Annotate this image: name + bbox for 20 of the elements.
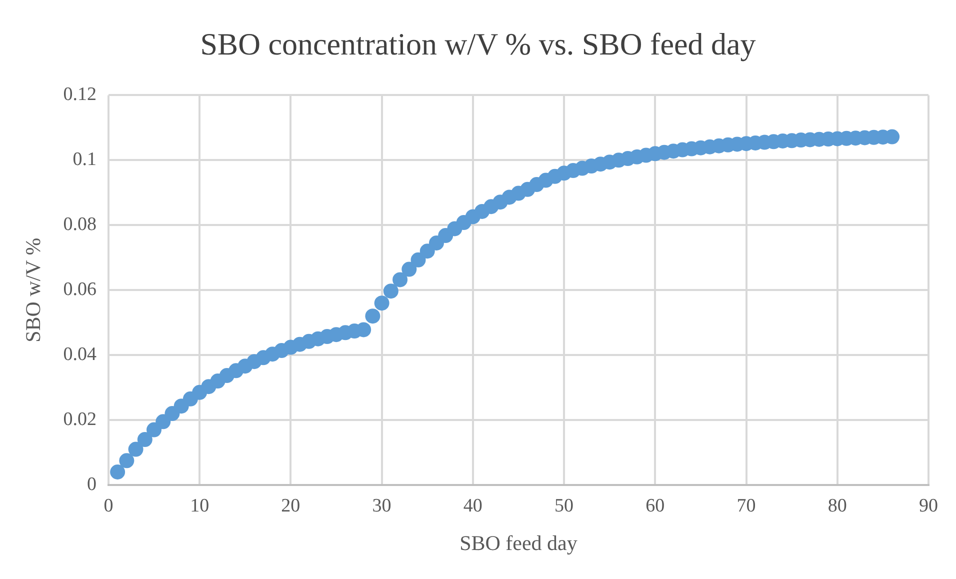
- y-tick-label: 0.08: [63, 214, 96, 236]
- chart-title: SBO concentration w/V % vs. SBO feed day: [200, 26, 756, 62]
- y-tick-label: 0.1: [72, 149, 96, 170]
- y-axis-title: SBO w/V %: [21, 238, 46, 342]
- x-tick-label: 0: [104, 495, 114, 516]
- y-tick-label: 0.06: [63, 279, 96, 300]
- x-tick-label: 50: [554, 495, 574, 516]
- x-tick-label: 90: [919, 495, 938, 516]
- x-tick-label: 20: [281, 495, 300, 516]
- y-tick-label: 0.12: [63, 84, 96, 106]
- x-tick-label: 40: [463, 495, 482, 516]
- y-tick-label: 0.02: [63, 409, 96, 430]
- x-axis-title: SBO feed day: [460, 530, 578, 555]
- x-tick-label: 60: [646, 495, 665, 516]
- x-tick-label: 80: [828, 495, 847, 516]
- x-tick-label: 10: [190, 495, 210, 516]
- x-tick-label: 30: [372, 495, 392, 516]
- y-tick-label: 0.04: [63, 344, 97, 366]
- x-tick-label: 70: [736, 495, 756, 516]
- y-tick-label: 0: [86, 474, 96, 495]
